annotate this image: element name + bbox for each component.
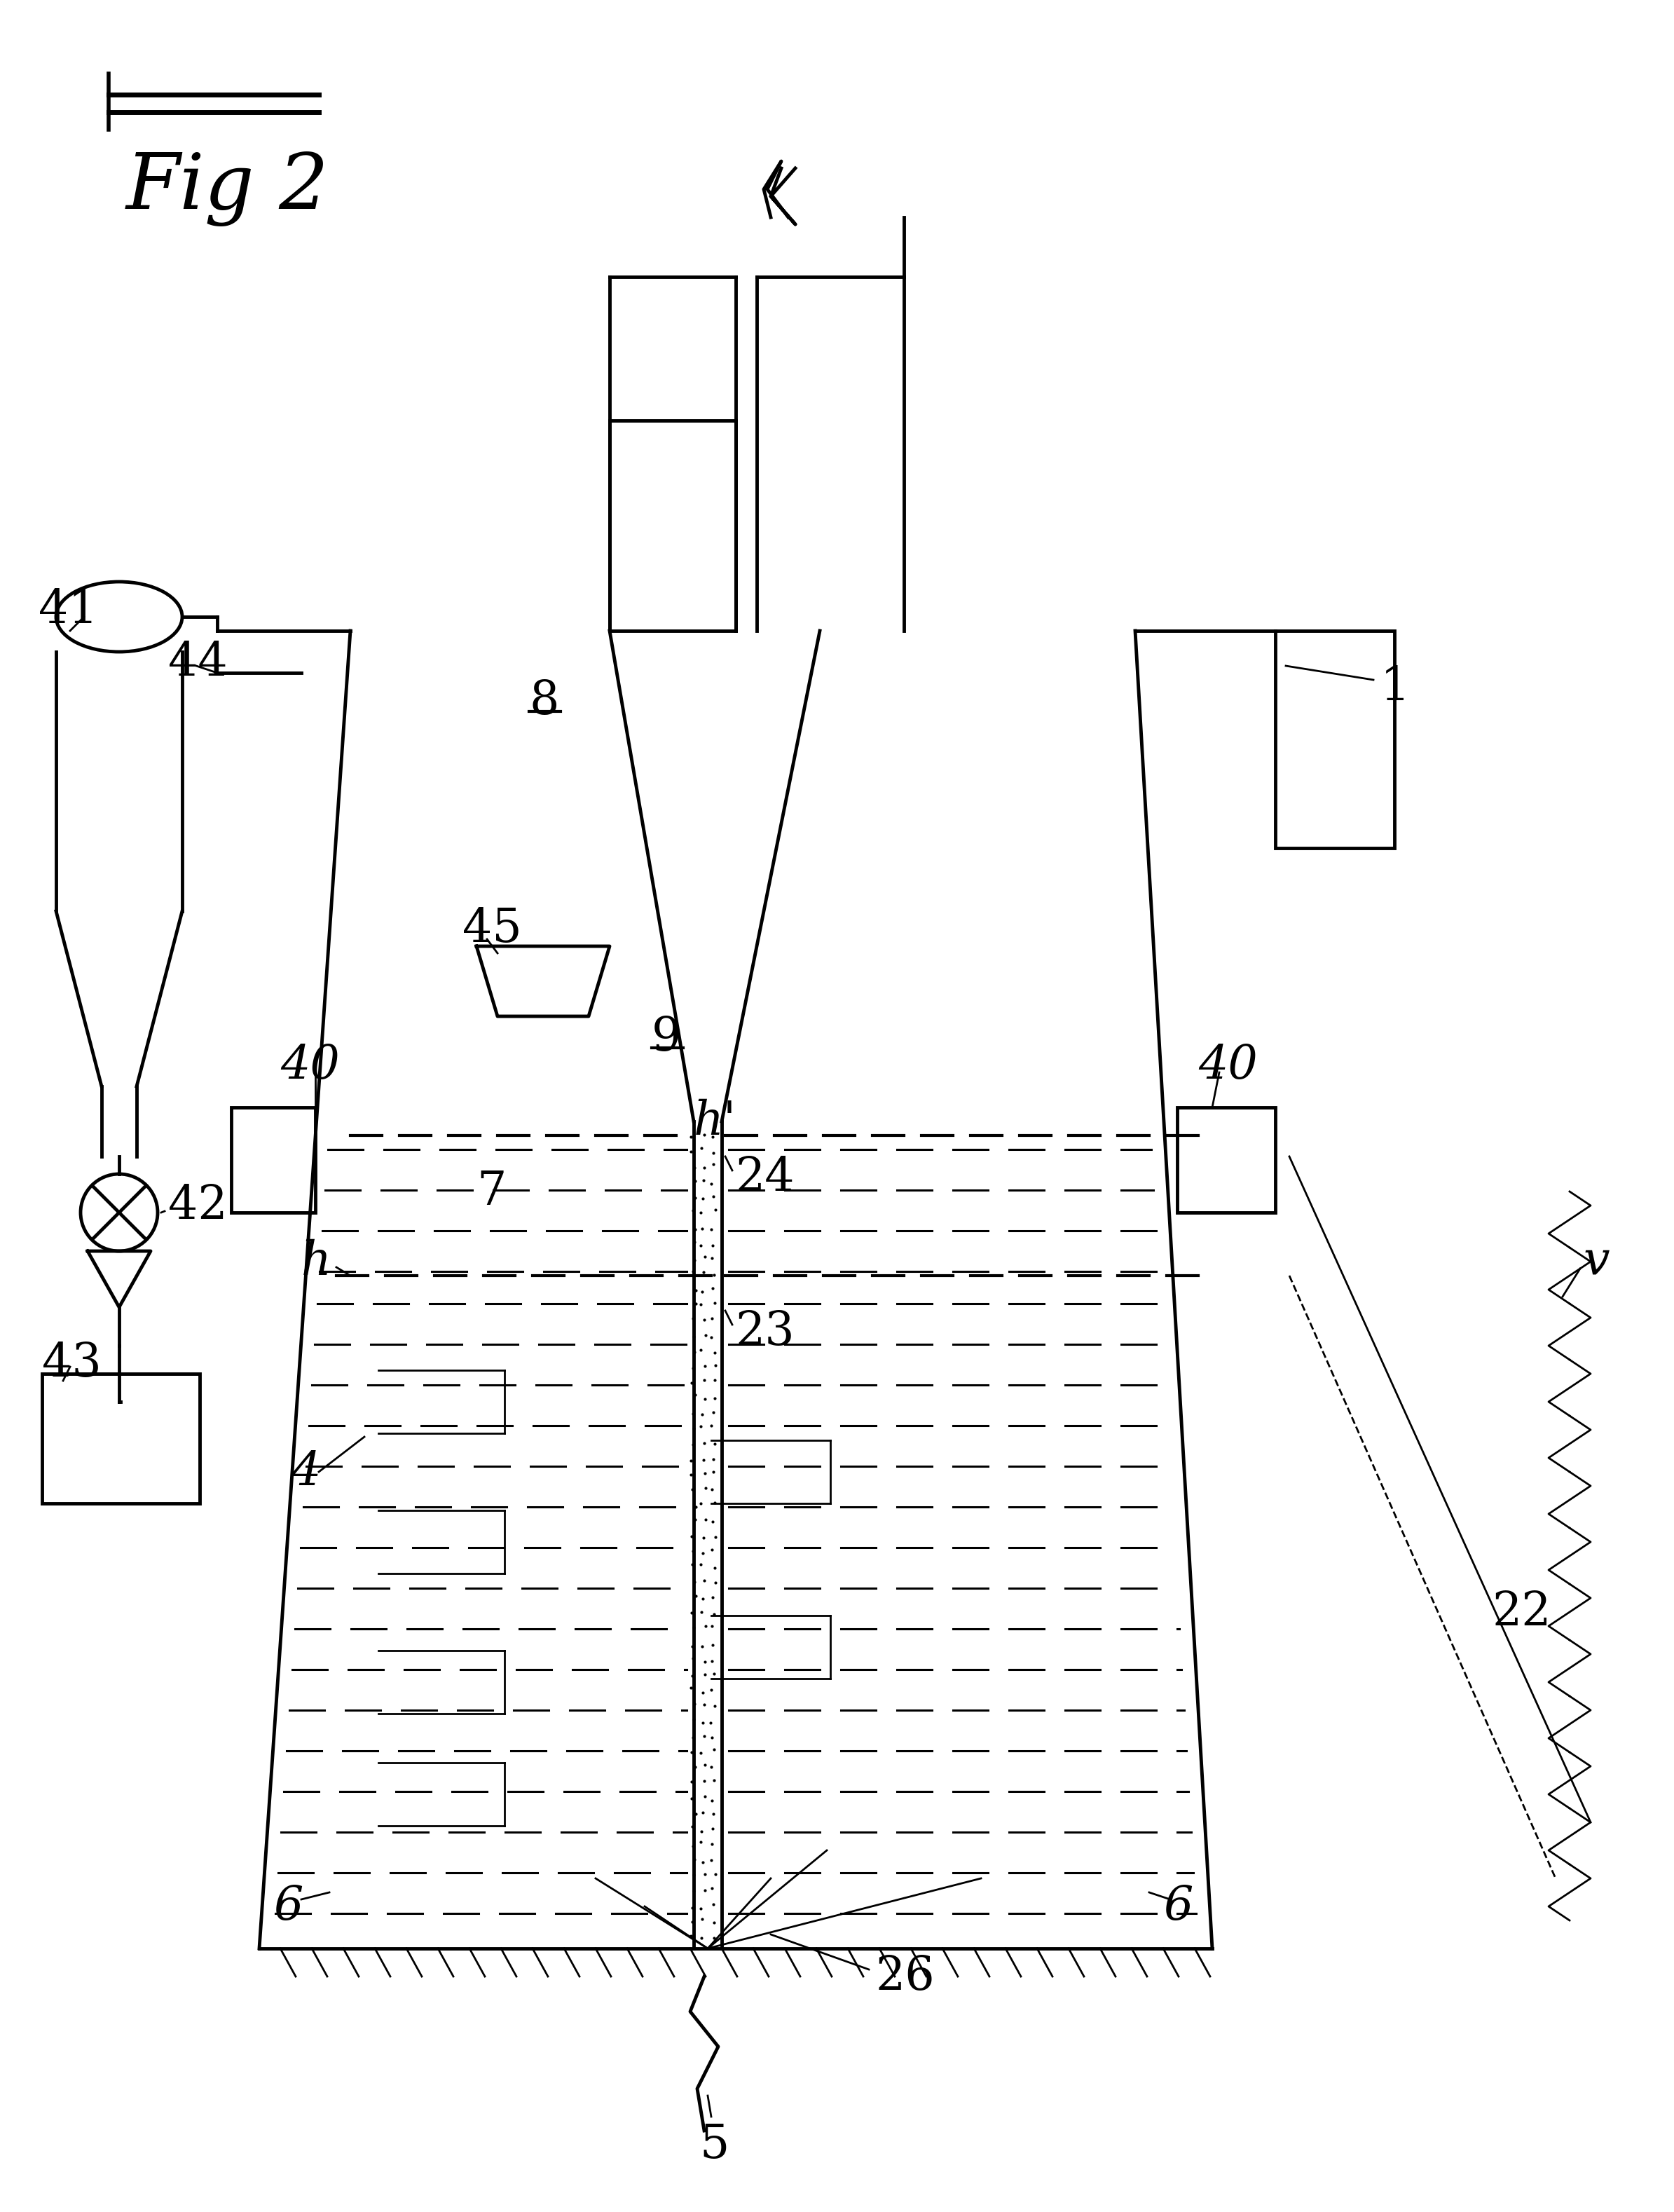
Text: 22: 22 bbox=[1493, 1588, 1552, 1635]
Text: 26: 26 bbox=[876, 1953, 936, 2000]
Text: 6: 6 bbox=[1163, 1885, 1194, 1929]
Text: 5: 5 bbox=[700, 2121, 730, 2168]
Text: 4: 4 bbox=[291, 1449, 320, 1495]
Text: 6: 6 bbox=[273, 1885, 303, 1929]
Text: 24: 24 bbox=[737, 1155, 795, 1201]
Text: h': h' bbox=[693, 1099, 737, 1144]
Text: 23: 23 bbox=[737, 1310, 795, 1354]
Bar bbox=[1177, 1108, 1276, 1212]
Bar bbox=[1276, 630, 1394, 847]
Bar bbox=[609, 420, 737, 630]
Text: 43: 43 bbox=[42, 1340, 102, 1387]
Text: 8: 8 bbox=[529, 679, 559, 723]
Text: Fig 2: Fig 2 bbox=[126, 150, 330, 226]
Text: 40: 40 bbox=[280, 1042, 340, 1088]
Text: h: h bbox=[301, 1239, 331, 1285]
Text: v: v bbox=[1584, 1239, 1610, 1285]
Bar bbox=[231, 1108, 315, 1212]
Text: 9: 9 bbox=[651, 1015, 681, 1060]
Text: 7: 7 bbox=[477, 1168, 506, 1214]
Text: 44: 44 bbox=[167, 639, 228, 686]
Bar bbox=[42, 1374, 199, 1504]
Text: 1: 1 bbox=[1381, 664, 1410, 710]
Text: 41: 41 bbox=[39, 586, 99, 633]
Text: 45: 45 bbox=[462, 905, 522, 951]
Text: 42: 42 bbox=[167, 1183, 228, 1228]
Text: 40: 40 bbox=[1199, 1042, 1257, 1088]
